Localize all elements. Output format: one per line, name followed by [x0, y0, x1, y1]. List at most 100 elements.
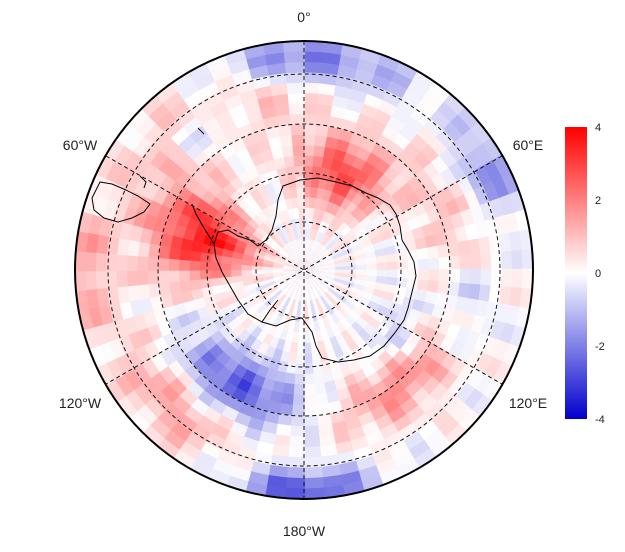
field-cell	[318, 350, 329, 364]
field-cell	[483, 159, 504, 183]
field-cell	[178, 269, 190, 282]
field-cell	[386, 80, 410, 100]
field-cell	[285, 218, 294, 231]
field-cell	[263, 232, 275, 244]
field-cell	[115, 269, 128, 288]
field-cell	[469, 253, 482, 271]
field-cell	[261, 262, 274, 268]
field-cell	[426, 245, 440, 260]
field-cell	[309, 252, 319, 263]
field-cell	[168, 98, 192, 120]
field-cell	[252, 251, 265, 260]
field-cell	[302, 50, 325, 63]
longitude-label-upper-left: 60°W	[63, 137, 98, 153]
field-cell	[464, 189, 482, 211]
field-cell	[281, 382, 295, 396]
field-cell	[155, 109, 178, 131]
field-cell	[391, 70, 415, 91]
field-cell	[416, 98, 440, 120]
field-cell	[277, 249, 289, 259]
field-cell	[508, 287, 523, 310]
field-cell	[498, 286, 513, 308]
field-cell	[270, 146, 285, 160]
field-cell	[303, 196, 311, 208]
field-cell	[222, 240, 236, 252]
field-cell	[302, 466, 324, 480]
field-cell	[303, 102, 320, 115]
field-cell	[214, 229, 229, 242]
field-cell	[330, 203, 342, 217]
field-cell	[364, 250, 377, 260]
field-cell	[473, 185, 492, 207]
field-cell	[272, 212, 283, 226]
field-cell	[482, 378, 504, 403]
field-cell	[283, 477, 306, 490]
field-cell	[295, 262, 304, 270]
field-cell	[159, 292, 174, 309]
field-cell	[474, 164, 494, 188]
field-cell	[281, 245, 291, 256]
field-cell	[283, 285, 293, 297]
field-cell	[351, 305, 365, 318]
field-cell	[227, 300, 242, 313]
colorbar-ramp	[565, 127, 587, 419]
field-cell	[304, 266, 315, 270]
field-cell	[229, 349, 245, 365]
field-cell	[303, 394, 317, 407]
field-cell	[434, 231, 449, 248]
field-cell	[357, 296, 371, 308]
field-cell	[374, 63, 398, 82]
field-cell	[325, 314, 336, 328]
field-cell	[456, 155, 477, 178]
field-cell	[303, 301, 308, 313]
field-cell	[498, 232, 513, 254]
field-cell	[414, 236, 428, 251]
field-cell	[183, 431, 206, 452]
field-cell	[115, 394, 138, 419]
field-cell	[294, 249, 301, 261]
field-cell	[200, 285, 214, 298]
field-cell	[157, 269, 170, 284]
field-cell	[314, 134, 329, 148]
field-cell	[277, 221, 287, 235]
field-cell	[167, 257, 180, 271]
field-cell	[282, 269, 294, 272]
field-cell	[303, 112, 319, 125]
field-cell	[315, 123, 331, 137]
field-cell	[422, 89, 446, 112]
field-cell	[251, 265, 263, 271]
field-cell	[193, 449, 217, 470]
field-cell	[312, 257, 323, 265]
field-cell	[443, 396, 465, 419]
field-cell	[265, 400, 282, 415]
field-cell	[355, 258, 368, 266]
field-cell	[412, 448, 437, 470]
field-cell	[272, 264, 284, 269]
field-cell	[282, 266, 294, 270]
field-cell	[323, 275, 336, 282]
field-cell	[255, 225, 268, 237]
colorbar: 4 2 0 -2 -4	[565, 122, 605, 426]
field-cell	[107, 180, 126, 204]
field-cell	[246, 238, 260, 249]
field-cell	[291, 133, 305, 146]
field-cell	[171, 70, 196, 92]
field-cell	[314, 271, 326, 276]
field-cell	[310, 253, 320, 263]
field-cell	[328, 115, 346, 130]
field-cell	[386, 261, 399, 271]
field-cell	[210, 63, 234, 82]
field-cell	[308, 321, 316, 334]
field-cell	[382, 89, 405, 109]
meridian-60e-120w	[105, 155, 503, 385]
field-cell	[492, 361, 513, 386]
field-cell	[126, 253, 139, 271]
field-cell	[275, 413, 293, 427]
field-cell	[313, 259, 324, 266]
field-cell	[138, 296, 154, 315]
field-cell	[311, 255, 322, 265]
field-cell	[317, 245, 327, 256]
field-cell	[334, 275, 346, 282]
field-cell	[334, 332, 347, 347]
field-cell	[329, 285, 341, 295]
